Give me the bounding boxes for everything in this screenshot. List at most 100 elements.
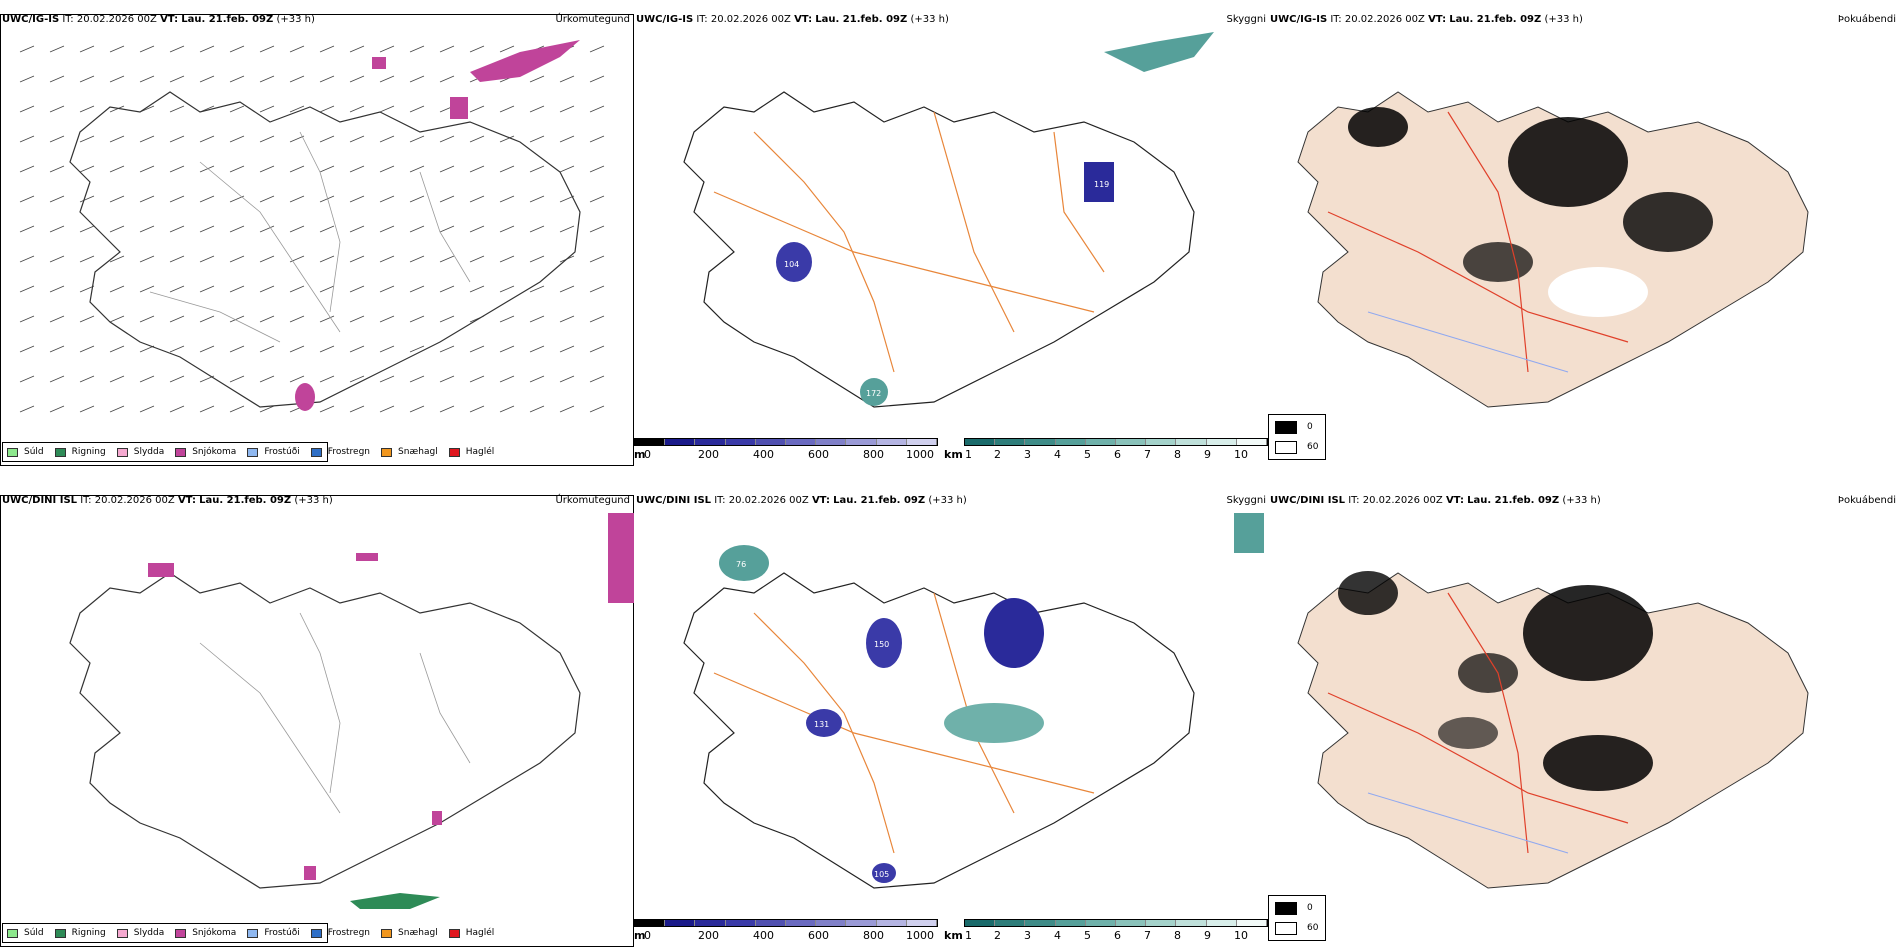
wind-barb <box>499 195 515 203</box>
fog-area <box>1508 117 1628 207</box>
wind-barb <box>349 315 365 323</box>
wind-barb <box>289 315 305 323</box>
iceland-fog-map-top <box>1297 91 1809 408</box>
wind-barb <box>19 285 35 293</box>
wind-barb <box>349 375 365 383</box>
fog-legend-top: 0 60 <box>1268 414 1326 460</box>
wind-barb <box>349 255 365 263</box>
wind-barb <box>469 195 485 203</box>
ceiling-value-label: 131 <box>814 720 829 729</box>
wind-barb <box>349 285 365 293</box>
wind-barb <box>19 225 35 233</box>
visibility-tick: 3 <box>1024 929 1031 942</box>
wind-barb <box>319 405 335 413</box>
wind-barb <box>259 345 275 353</box>
legend-item: Snæhagl <box>381 447 438 457</box>
iceland-precip-map-bottom <box>69 513 634 909</box>
wind-barb <box>499 105 515 113</box>
wind-barb <box>559 345 575 353</box>
wind-barb <box>229 345 245 353</box>
wind-barb <box>559 225 575 233</box>
legend-item: Snjókoma <box>175 928 236 938</box>
iceland-fog-map-bottom <box>1297 571 1809 889</box>
wind-barb <box>589 225 605 233</box>
wind-barb <box>319 195 335 203</box>
wind-barb <box>559 285 575 293</box>
wind-barb <box>559 315 575 323</box>
wind-barb <box>139 405 155 413</box>
fog-area <box>1458 653 1518 693</box>
wind-barb <box>409 345 425 353</box>
wind-barb <box>259 375 275 383</box>
fog-area <box>1338 571 1398 615</box>
wind-barb <box>19 315 35 323</box>
fog-legend-label: 60 <box>1307 923 1319 933</box>
ceiling-value-label: 104 <box>784 260 799 269</box>
wind-barb <box>349 225 365 233</box>
wind-barb <box>109 195 125 203</box>
wind-barb <box>379 105 395 113</box>
ceiling-value-label: 150 <box>874 640 889 649</box>
wind-barb <box>19 375 35 383</box>
wind-barb <box>49 165 65 173</box>
wind-barb <box>529 345 545 353</box>
wind-barb <box>529 165 545 173</box>
wind-barb <box>169 45 185 53</box>
visibility-tick: 4 <box>1054 448 1061 461</box>
wind-barb <box>469 225 485 233</box>
wind-barb <box>79 195 95 203</box>
wind-barb <box>439 405 455 413</box>
legend-item: Frostregn <box>310 447 370 457</box>
panel-title-bottom-fog: UWC/DINI ISL IT: 20.02.2026 00Z VT: Lau.… <box>1270 495 1601 506</box>
wind-barb <box>409 405 425 413</box>
wind-barb <box>109 285 125 293</box>
wind-barb <box>199 255 215 263</box>
height-tick: 800 <box>863 929 884 942</box>
wind-barb <box>109 135 125 143</box>
panel-title-top-fog: UWC/IG-IS IT: 20.02.2026 00Z VT: Lau. 21… <box>1270 14 1583 25</box>
visibility-tick: 3 <box>1024 448 1031 461</box>
wind-barb <box>19 405 35 413</box>
wind-barb <box>349 165 365 173</box>
wind-barb <box>349 345 365 353</box>
wind-barb <box>169 225 185 233</box>
wind-barb <box>289 165 305 173</box>
wind-barb <box>439 195 455 203</box>
wind-barb <box>589 135 605 143</box>
wind-barb <box>199 225 215 233</box>
wind-barb <box>409 225 425 233</box>
fog-legend-label: 60 <box>1307 442 1319 452</box>
legend-item: Rigning <box>54 928 106 938</box>
height-tick: 1000 <box>906 448 934 461</box>
ceiling-value-label: 172 <box>866 389 881 398</box>
wind-barb <box>229 165 245 173</box>
wind-barb <box>259 45 275 53</box>
wind-barb <box>49 255 65 263</box>
wind-barb <box>379 75 395 83</box>
height-tick: 0 <box>644 929 651 942</box>
wind-barb <box>349 75 365 83</box>
fog-map-bottom: UWC/DINI ISL IT: 20.02.2026 00Z VT: Lau.… <box>1268 493 1900 949</box>
visibility-tick: 7 <box>1144 448 1151 461</box>
wind-barb <box>79 405 95 413</box>
iceland-ceiling-map-bottom: 76 150 131 105 <box>683 513 1264 889</box>
wind-barb <box>559 375 575 383</box>
wind-barb <box>409 375 425 383</box>
precip-legend-top: Súld Rigning Slydda Snjókoma Frostúði Fr… <box>2 442 494 462</box>
wind-barb <box>169 135 185 143</box>
fog-area <box>1348 107 1408 147</box>
visibility-tick: 10 <box>1234 448 1248 461</box>
fog-legend-label: 0 <box>1307 422 1313 432</box>
fog-map-top: UWC/IG-IS IT: 20.02.2026 00Z VT: Lau. 21… <box>1268 12 1900 468</box>
visibility-tick: 2 <box>994 929 1001 942</box>
height-tick: 200 <box>698 929 719 942</box>
visibility-tick: 1 <box>965 929 972 942</box>
wind-barb <box>409 135 425 143</box>
wind-barb <box>229 45 245 53</box>
wind-barb <box>79 225 95 233</box>
wind-barb <box>409 285 425 293</box>
height-tick: 800 <box>863 448 884 461</box>
wind-barb <box>499 255 515 263</box>
wind-barb <box>19 345 35 353</box>
fog-legend-bottom: 0 60 <box>1268 895 1326 941</box>
